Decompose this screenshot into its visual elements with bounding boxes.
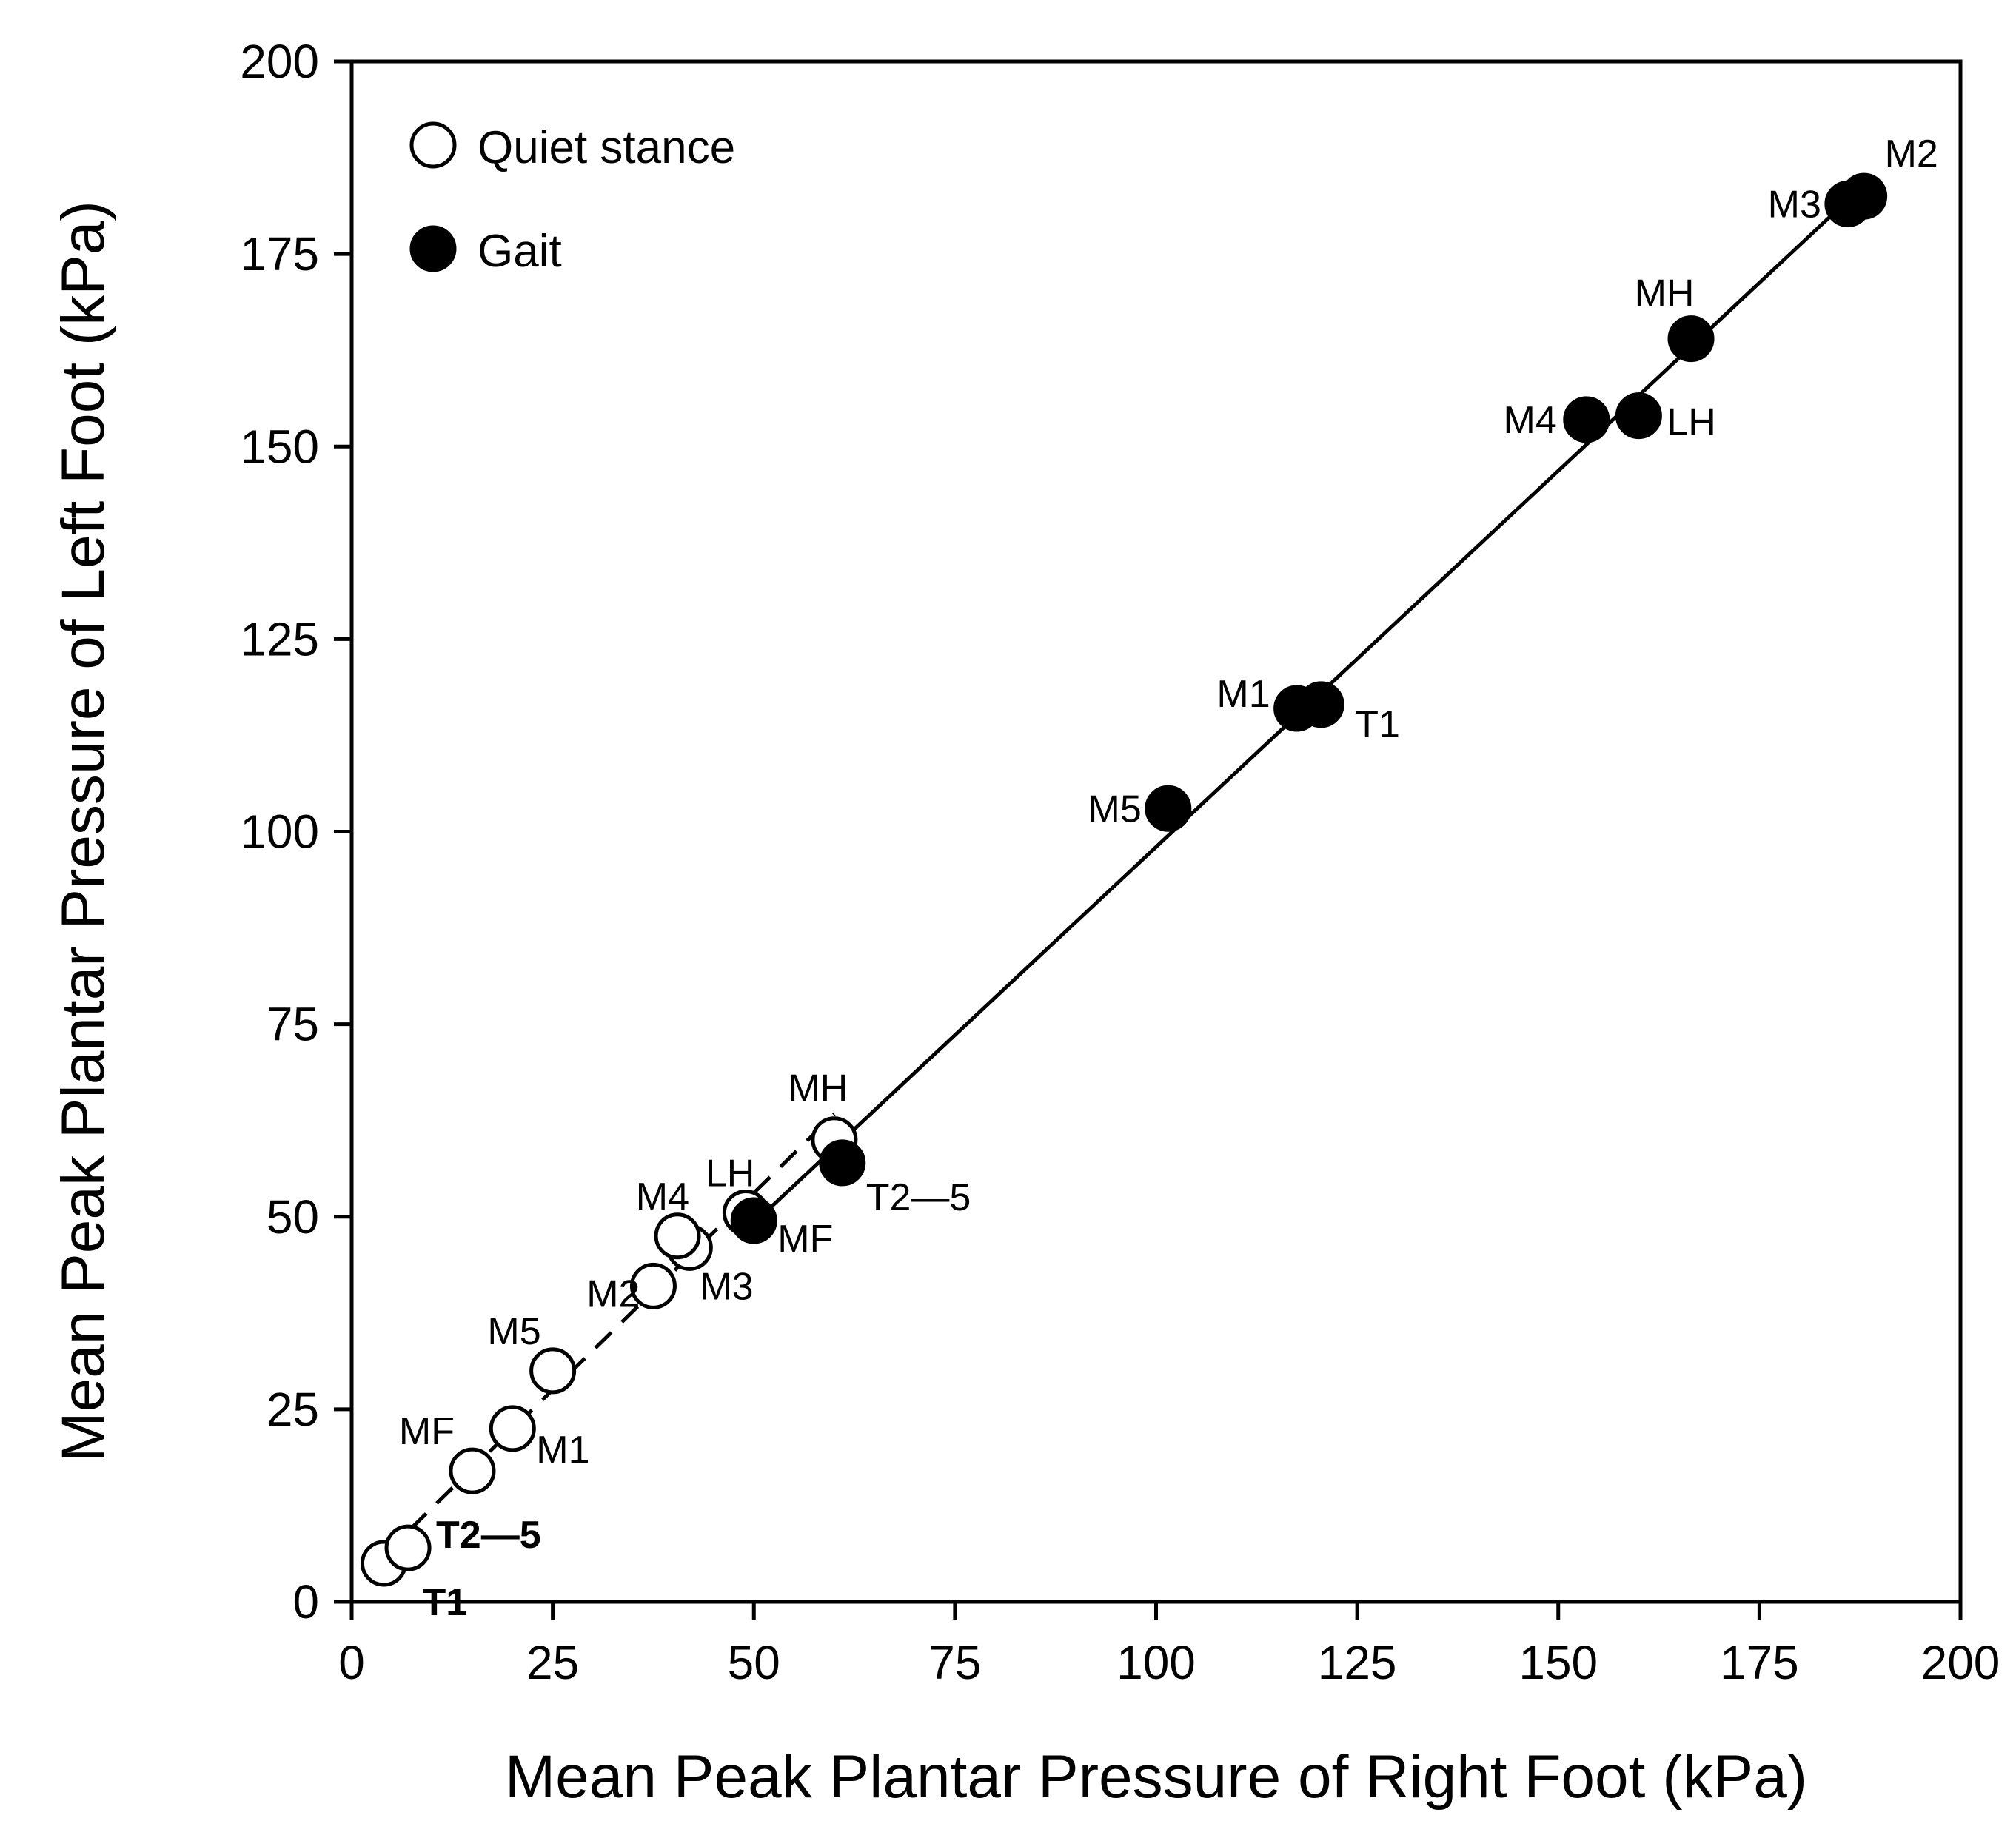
axis-ticks bbox=[334, 59, 1963, 1620]
gait-point-t1 bbox=[1297, 681, 1344, 728]
gait-label-m4: M4 bbox=[1504, 399, 1557, 442]
plot-frame bbox=[349, 59, 1963, 1604]
y-tick-label: 25 bbox=[267, 1383, 319, 1436]
gait-label-m1: M1 bbox=[1216, 673, 1270, 716]
gait-point-mh bbox=[1667, 315, 1715, 363]
quiet-stance-label-lh: LH bbox=[706, 1153, 754, 1195]
axis-tick-labels: 0 25 50 75 100 125 150 175 200 0 25 50 75 100 125 150 17… bbox=[240, 35, 2000, 1689]
x-tick-label: 100 bbox=[1116, 1636, 1196, 1689]
legend-item-quiet-stance: Quiet stance bbox=[409, 121, 735, 173]
x-tick-label: 200 bbox=[1921, 1636, 2000, 1689]
quiet-stance-label-t25: T2—5 bbox=[436, 1514, 541, 1557]
x-tick-label: 75 bbox=[928, 1636, 981, 1689]
legend-filled-circle-marker bbox=[409, 225, 457, 272]
gait-point-t25 bbox=[819, 1139, 866, 1187]
quiet-stance-fit-line bbox=[382, 1113, 836, 1557]
y-tick-label: 0 bbox=[292, 1575, 319, 1628]
y-tick-label: 200 bbox=[240, 35, 319, 88]
gait-label-mf: MF bbox=[777, 1218, 833, 1261]
quiet-stance-point-t25 bbox=[384, 1524, 432, 1571]
x-tick-label: 125 bbox=[1318, 1636, 1397, 1689]
x-tick-label: 25 bbox=[526, 1636, 579, 1689]
y-tick-label: 50 bbox=[267, 1190, 319, 1244]
quiet-stance-label-m5: M5 bbox=[487, 1310, 540, 1353]
gait-point-m2 bbox=[1841, 172, 1888, 220]
legend: Quiet stance Gait bbox=[409, 121, 735, 277]
y-tick-label: 175 bbox=[240, 227, 319, 281]
gait-label-lh: LH bbox=[1667, 401, 1715, 444]
gait-label-mh: MH bbox=[1635, 272, 1695, 315]
quiet-stance-label-m2: M2 bbox=[586, 1272, 640, 1315]
x-tick-label: 175 bbox=[1720, 1636, 1799, 1689]
data-points bbox=[360, 172, 1888, 1587]
legend-open-circle-marker bbox=[409, 121, 457, 169]
quiet-stance-label-m1: M1 bbox=[536, 1429, 589, 1472]
y-axis-title: Mean Peak Plantar Pressure of Left Foot … bbox=[50, 201, 117, 1463]
gait-label-m2: M2 bbox=[1885, 132, 1938, 175]
quiet-stance-point-m2 bbox=[629, 1262, 677, 1309]
x-tick-label: 150 bbox=[1518, 1636, 1598, 1689]
quiet-stance-point-m1 bbox=[489, 1405, 536, 1452]
y-tick-label: 75 bbox=[267, 998, 319, 1051]
gait-label-m5: M5 bbox=[1088, 788, 1142, 831]
quiet-stance-label-mf: MF bbox=[399, 1410, 455, 1453]
gait-point-m4 bbox=[1563, 396, 1610, 443]
quiet-stance-point-m4 bbox=[654, 1212, 701, 1260]
quiet-stance-point-m5 bbox=[529, 1347, 577, 1395]
fit-lines bbox=[382, 184, 1866, 1557]
y-tick-label: 125 bbox=[240, 612, 319, 665]
legend-label-gait: Gait bbox=[478, 226, 562, 277]
x-axis-title: Mean Peak Plantar Pressure of Right Foot… bbox=[505, 1743, 1807, 1811]
x-tick-label: 0 bbox=[338, 1636, 365, 1689]
quiet-stance-label-m4: M4 bbox=[636, 1175, 689, 1218]
y-tick-label: 150 bbox=[240, 420, 319, 473]
gait-label-t1: T1 bbox=[1355, 703, 1400, 746]
gait-point-lh bbox=[1615, 392, 1662, 440]
quiet-stance-label-mh: MH bbox=[788, 1067, 848, 1110]
quiet-stance-label-m3: M3 bbox=[700, 1265, 753, 1308]
legend-label-quiet-stance: Quiet stance bbox=[478, 122, 735, 173]
legend-item-gait: Gait bbox=[409, 225, 562, 277]
gait-label-t25: T2—5 bbox=[866, 1176, 971, 1219]
y-tick-label: 100 bbox=[240, 805, 319, 859]
gait-point-m5 bbox=[1145, 785, 1192, 832]
gait-label-m3: M3 bbox=[1768, 183, 1821, 226]
quiet-stance-point-mf bbox=[449, 1447, 496, 1494]
x-tick-label: 50 bbox=[728, 1636, 780, 1689]
gait-point-mf bbox=[730, 1197, 777, 1244]
